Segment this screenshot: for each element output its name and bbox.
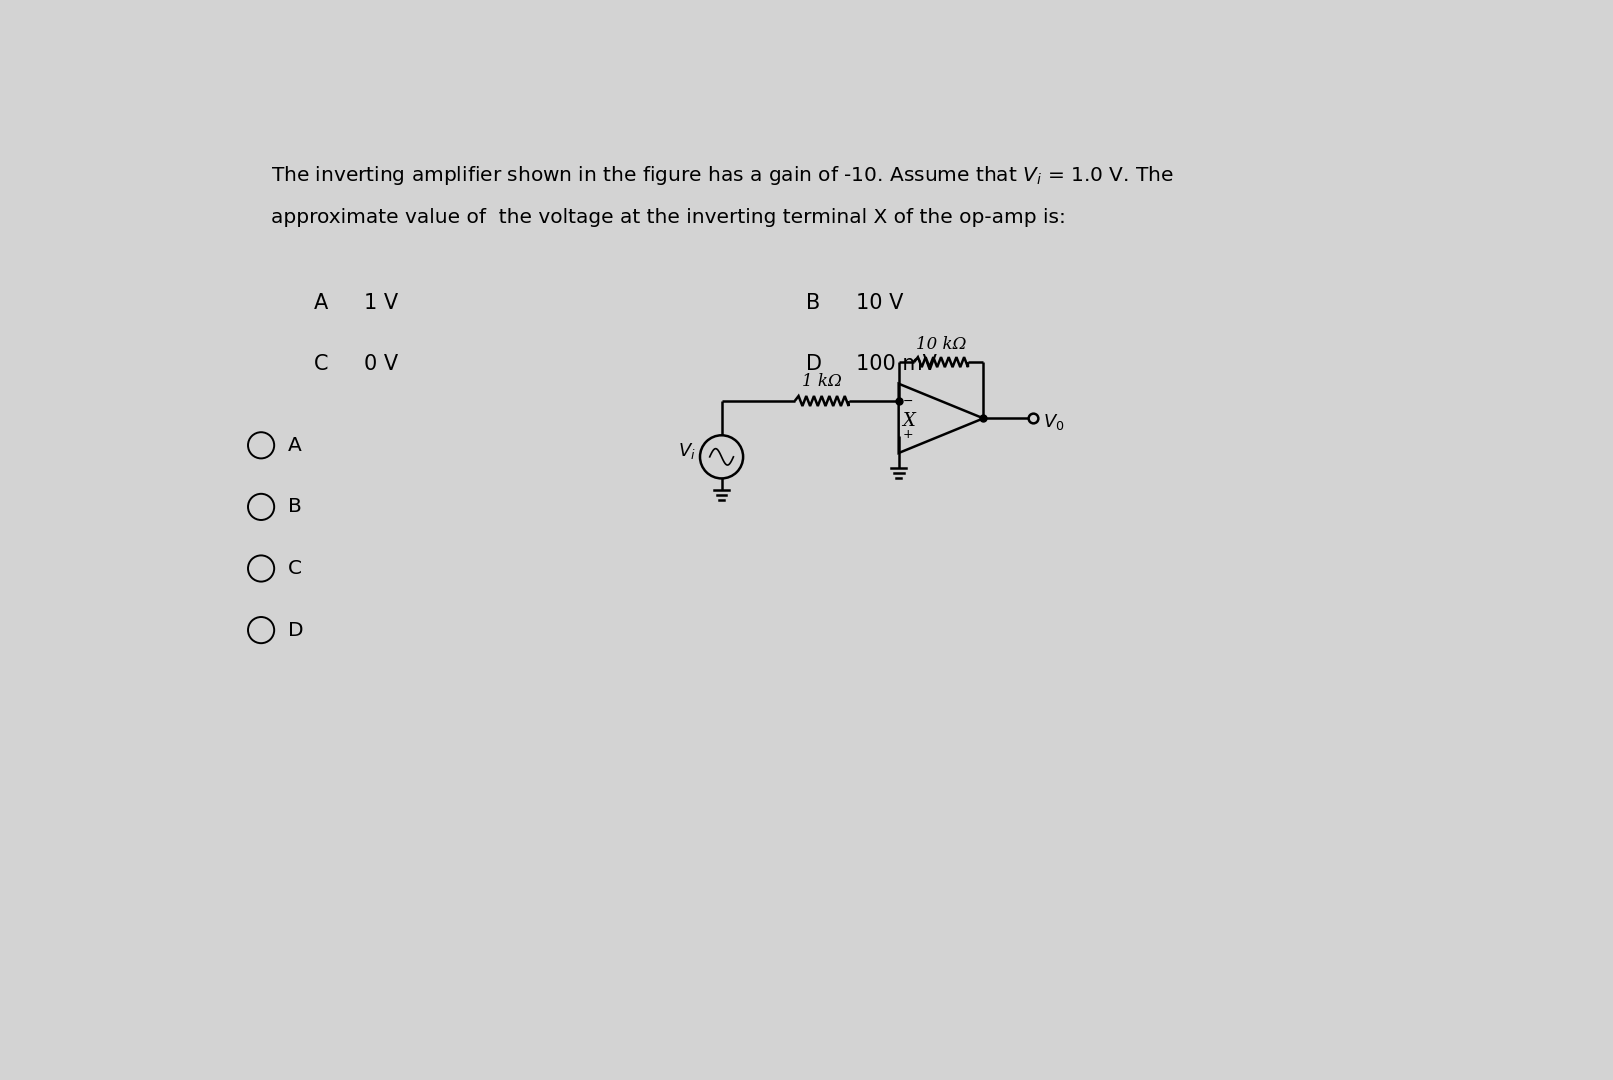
Text: The inverting amplifier shown in the figure has a gain of -10. Assume that $V_i$: The inverting amplifier shown in the fig… [271,164,1174,187]
Text: $-$: $-$ [902,394,913,407]
Text: B: B [289,498,302,516]
Text: 1 kΩ: 1 kΩ [802,374,842,390]
Text: C: C [313,354,327,375]
Text: $+$: $+$ [902,429,913,442]
Text: 0 V: 0 V [363,354,398,375]
Text: A: A [289,436,302,455]
Text: 10 kΩ: 10 kΩ [916,336,966,353]
Text: 1 V: 1 V [363,293,398,313]
Text: D: D [806,354,823,375]
Text: B: B [806,293,821,313]
Text: approximate value of  the voltage at the inverting terminal X of the op-amp is:: approximate value of the voltage at the … [271,208,1066,227]
Text: $V_i$: $V_i$ [677,441,695,461]
Text: A: A [313,293,327,313]
Text: $V_0$: $V_0$ [1042,413,1065,432]
Text: C: C [289,559,302,578]
Text: 100 mV: 100 mV [857,354,937,375]
Text: D: D [289,621,303,639]
Text: 10 V: 10 V [857,293,903,313]
Text: X: X [903,411,916,430]
